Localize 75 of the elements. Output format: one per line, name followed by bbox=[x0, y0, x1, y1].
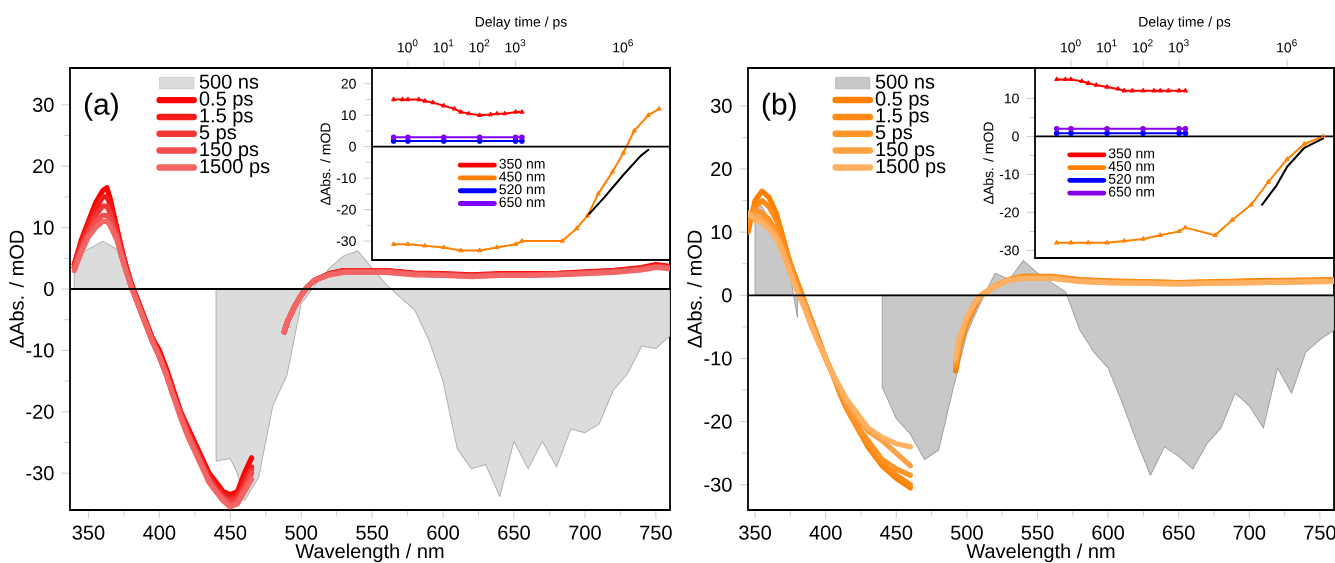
y-tick-label: 30 bbox=[32, 97, 54, 112]
legend-label: 500 ns bbox=[875, 74, 935, 89]
y-tick-label: -10 bbox=[999, 169, 1019, 180]
y-tick-label: -20 bbox=[336, 204, 356, 215]
x-axis-title: Wavelength / nm bbox=[295, 543, 444, 563]
x-tick-label: 500 bbox=[285, 525, 318, 540]
y-tick-label: 20 bbox=[33, 159, 54, 174]
x-tick-label: 10$^{1}$ bbox=[1097, 39, 1117, 53]
x-axis-title: Delay time / ps bbox=[1139, 16, 1231, 30]
x-tick-label: 600 bbox=[1092, 525, 1124, 540]
y-axis-title: ΔAbs. / mOD bbox=[983, 122, 994, 205]
x-tick-label: 750 bbox=[640, 525, 672, 540]
y-tick-label: -30 bbox=[999, 245, 1019, 256]
x-tick-label: 10$^{6}$ bbox=[613, 39, 633, 53]
y-tick-label: 0 bbox=[349, 141, 356, 152]
y-tick-label: -10 bbox=[26, 343, 54, 358]
y-tick-label: 0 bbox=[722, 288, 732, 303]
x-tick-label: 10$^{6}$ bbox=[1277, 39, 1297, 53]
y-tick-label: 10 bbox=[341, 110, 356, 121]
y-tick-label: 0 bbox=[1012, 131, 1019, 142]
x-tick-label: 10$^{2}$ bbox=[1133, 39, 1153, 53]
x-tick-label: 650 bbox=[498, 525, 530, 540]
y-tick-label: 0 bbox=[44, 281, 54, 297]
legend-label: 650 nm bbox=[1108, 186, 1154, 197]
legend-label: 350 nm bbox=[499, 158, 545, 169]
y-axis-title: ΔAbs. / mOD bbox=[9, 230, 24, 348]
x-tick-label: 550 bbox=[1021, 525, 1054, 540]
x-tick-label: 400 bbox=[809, 525, 842, 540]
x-tick-label: 700 bbox=[569, 525, 601, 540]
y-tick-label: 30 bbox=[710, 98, 732, 113]
x-tick-label: 10$^{3}$ bbox=[1169, 39, 1189, 53]
x-tick-label: 10$^{0}$ bbox=[397, 39, 418, 53]
x-axis-title: Wavelength / nm bbox=[966, 543, 1115, 563]
x-tick-label: 10$^{3}$ bbox=[505, 39, 526, 53]
legend-label: 500 ns bbox=[199, 74, 259, 89]
x-tick-label: 500 bbox=[951, 525, 983, 540]
legend-label: 450 nm bbox=[499, 171, 545, 182]
y-tick-label: -30 bbox=[336, 236, 356, 247]
x-tick-label: 550 bbox=[356, 525, 389, 540]
y-tick-label: 10 bbox=[33, 220, 54, 235]
legend-label: 1500 ps bbox=[200, 159, 270, 178]
y-tick-label: -20 bbox=[999, 207, 1019, 218]
legend-label: 650 nm bbox=[499, 197, 545, 208]
x-tick-label: 350 bbox=[739, 525, 771, 540]
x-tick-label: 750 bbox=[1304, 525, 1335, 540]
y-tick-label: -30 bbox=[704, 477, 732, 492]
y-tick-label: 10 bbox=[1004, 93, 1019, 104]
legend-label: 450 nm bbox=[1108, 161, 1154, 172]
y-tick-label: -10 bbox=[704, 351, 732, 366]
x-tick-label: 600 bbox=[427, 525, 459, 540]
x-axis-title: Delay time / ps bbox=[475, 16, 567, 30]
annotation: (b) bbox=[762, 92, 796, 121]
x-tick-label: 10$^{0}$ bbox=[1061, 39, 1081, 53]
x-tick-label: 10$^{1}$ bbox=[433, 39, 454, 53]
legend-label: 520 nm bbox=[1108, 173, 1154, 184]
x-tick-label: 700 bbox=[1233, 525, 1266, 540]
x-tick-label: 10$^{2}$ bbox=[469, 39, 490, 53]
x-tick-label: 450 bbox=[880, 525, 913, 540]
legend-label: 520 nm bbox=[499, 184, 545, 195]
y-tick-label: -30 bbox=[26, 466, 54, 481]
y-tick-label: -20 bbox=[26, 404, 54, 419]
y-axis-title: ΔAbs. / mOD bbox=[320, 123, 331, 206]
legend-label: 350 nm bbox=[1108, 148, 1154, 159]
y-tick-label: 10 bbox=[711, 225, 732, 240]
y-tick-label: -20 bbox=[704, 414, 732, 429]
legend-label: 1500 ps bbox=[876, 159, 946, 178]
x-tick-label: 350 bbox=[72, 525, 105, 540]
x-tick-label: 400 bbox=[143, 525, 176, 540]
x-tick-label: 650 bbox=[1163, 525, 1195, 540]
y-tick-label: -10 bbox=[336, 173, 356, 184]
y-tick-label: 20 bbox=[341, 78, 356, 89]
y-axis-title: ΔAbs. / mOD bbox=[687, 230, 702, 348]
y-tick-label: 20 bbox=[711, 161, 732, 177]
x-tick-label: 450 bbox=[214, 525, 247, 540]
annotation: (a) bbox=[84, 92, 118, 121]
